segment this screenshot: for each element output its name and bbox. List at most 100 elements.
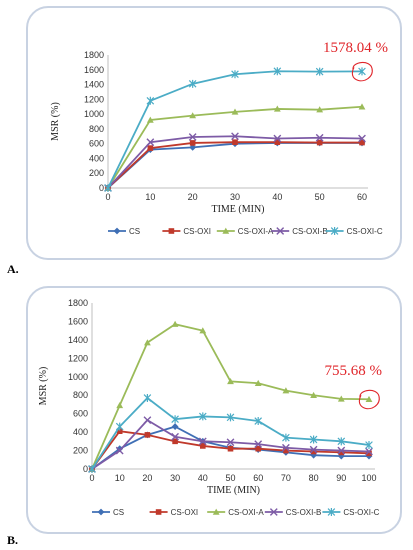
chart-a-series-line — [107, 142, 362, 189]
chart-b-data-point — [171, 423, 179, 430]
chart-b-plot: 0 200 400 600 800 1000 1200 1400 1600 1800 0 10 20 30… — [38, 298, 383, 517]
chart-a-legend-label: CS-OXI-C — [347, 227, 383, 236]
chart-b-y-tick-label: 400 — [73, 427, 88, 437]
chart-a-y-tick-label: 1800 — [84, 50, 104, 60]
chart-b-data-point — [115, 446, 124, 455]
chart-b-y-tick-label: 1800 — [68, 298, 88, 308]
chart-a-x-axis-title: TIME (MIN) — [211, 204, 264, 215]
chart-a-data-point — [316, 139, 323, 146]
chart-b-data-point — [227, 445, 234, 452]
chart-b-x-tick-label: 80 — [309, 473, 319, 483]
chart-b-data-point — [310, 391, 317, 398]
chart-a-legend-marker — [330, 227, 339, 235]
chart-b-data-point — [310, 448, 317, 455]
chart-a-x-tick-label: 20 — [188, 192, 198, 202]
chart-a-series-line — [107, 141, 362, 189]
chart-b-data-point — [338, 449, 345, 456]
chart-a-data-point — [188, 133, 197, 141]
chart-a-y-tick-label: 1000 — [84, 109, 104, 119]
chart-a-legend-marker — [276, 227, 285, 235]
chart-b-data-point — [144, 432, 151, 438]
chart-a-x-tick-label: 60 — [357, 192, 367, 202]
chart-a-legend-item: CS-OXI-B — [271, 227, 328, 236]
chart-a-data-point — [358, 67, 366, 76]
chart-b-y-tick-label: 800 — [73, 390, 88, 400]
chart-b-x-tick-label: 10 — [115, 473, 125, 483]
chart-b-data-point — [227, 377, 234, 385]
chart-a-data-point — [104, 184, 112, 192]
chart-a-data-point — [358, 134, 366, 143]
chart-a-data-point — [189, 112, 197, 119]
chart-b-legend-label: CS-OXI-B — [286, 508, 322, 517]
chart-b-data-point — [115, 422, 124, 431]
chart-b-legend-item: CS-OXI-A — [207, 508, 264, 517]
chart-a-data-point — [188, 79, 197, 88]
chart-b-y-axis-title: MSR (%) — [38, 367, 49, 406]
chart-b-legend-label: CS — [113, 508, 124, 517]
chart-b-data-point — [226, 413, 235, 422]
chart-b-data-point — [116, 445, 124, 453]
chart-b-data-point — [337, 437, 346, 446]
chart-panel-a: 0 200 400 600 800 1000 1200 1400 1600 1800 0 10 20 30… — [26, 6, 402, 260]
chart-a-data-point — [274, 139, 281, 145]
chart-a-y-tick-label: 400 — [89, 153, 104, 163]
chart-a-y-tick-label: 0 — [99, 183, 104, 193]
chart-a-data-point — [146, 138, 155, 147]
chart-b-data-point — [365, 395, 373, 402]
chart-b-x-tick-label: 40 — [198, 473, 208, 483]
chart-b-data-point — [255, 445, 261, 452]
chart-b-series-CS-OXI-A — [88, 320, 373, 472]
chart-b-data-point — [171, 432, 179, 441]
chart-a-y-tick-label: 1600 — [84, 65, 104, 75]
chart-a-data-point — [315, 67, 324, 76]
chart-a-data-point — [273, 105, 281, 112]
chart-b-data-point — [172, 438, 178, 445]
chart-a-legend-item: CS-OXI-A — [216, 227, 274, 236]
chart-b-x-tick-label: 20 — [142, 473, 152, 483]
chart-a-legend-label: CS — [129, 227, 140, 236]
chart-b-legend-label: CS-OXI — [171, 508, 199, 517]
chart-b-annotation-label: 755.68 % — [325, 363, 383, 379]
chart-a-legend-marker — [222, 227, 230, 234]
chart-b-x-tick-label: 30 — [170, 473, 180, 483]
chart-b-data-point — [283, 447, 289, 454]
chart-b-legend-item: CS-OXI — [149, 508, 199, 517]
chart-a-data-point — [147, 145, 154, 151]
chart-a-data-point — [359, 139, 365, 146]
chart-a-y-tick-label: 800 — [89, 124, 104, 134]
chart-a-annotation-circle — [351, 61, 373, 82]
chart-a-data-point — [146, 116, 154, 123]
chart-b-data-point — [254, 440, 263, 448]
chart-b-data-point — [254, 417, 263, 426]
chart-a-series-CS-OXI-C — [104, 67, 366, 192]
chart-a-legend-marker — [113, 227, 121, 235]
chart-a-y-axis-title: MSR (%) — [50, 102, 61, 141]
chart-b-x-axis-title: TIME (MIN) — [207, 485, 260, 496]
chart-b-x-tick-label: 50 — [225, 473, 235, 483]
chart-a-annotation-label: 1578.04 % — [323, 40, 388, 56]
chart-b-y-tick-label: 200 — [73, 446, 88, 456]
chart-b-data-point — [366, 450, 372, 457]
panel-letter-b: B. — [7, 533, 19, 547]
chart-b-data-point — [282, 433, 290, 442]
chart-b-data-point — [171, 320, 179, 327]
chart-b-annotation-circle — [358, 389, 380, 410]
chart-b-x-tick-label: 90 — [336, 473, 346, 483]
chart-b-y-tick-label: 1400 — [68, 335, 88, 345]
chart-b-data-point — [171, 415, 179, 424]
panel-letter-a: A. — [7, 262, 19, 276]
chart-b-series-CS-OXI-C — [88, 393, 373, 473]
chart-b-y-tick-label: 1200 — [68, 353, 88, 363]
chart-a-series-line — [107, 70, 363, 189]
chart-a-data-point — [316, 106, 324, 113]
chart-b-legend-marker — [97, 508, 105, 516]
chart-a-y-tick-label: 1400 — [84, 80, 104, 90]
chart-b-y-tick-label: 1600 — [68, 316, 88, 326]
chart-a-legend-marker — [168, 228, 175, 234]
chart-b-data-point — [143, 416, 152, 425]
chart-b-legend-item: CS-OXI-C — [322, 508, 380, 517]
chart-a-series-CS-OXI-B — [104, 132, 366, 192]
chart-a-legend-item: CS-OXI-C — [325, 227, 383, 236]
chart-a-y-tick-label: 1200 — [84, 94, 104, 104]
chart-b-data-point — [365, 441, 373, 450]
